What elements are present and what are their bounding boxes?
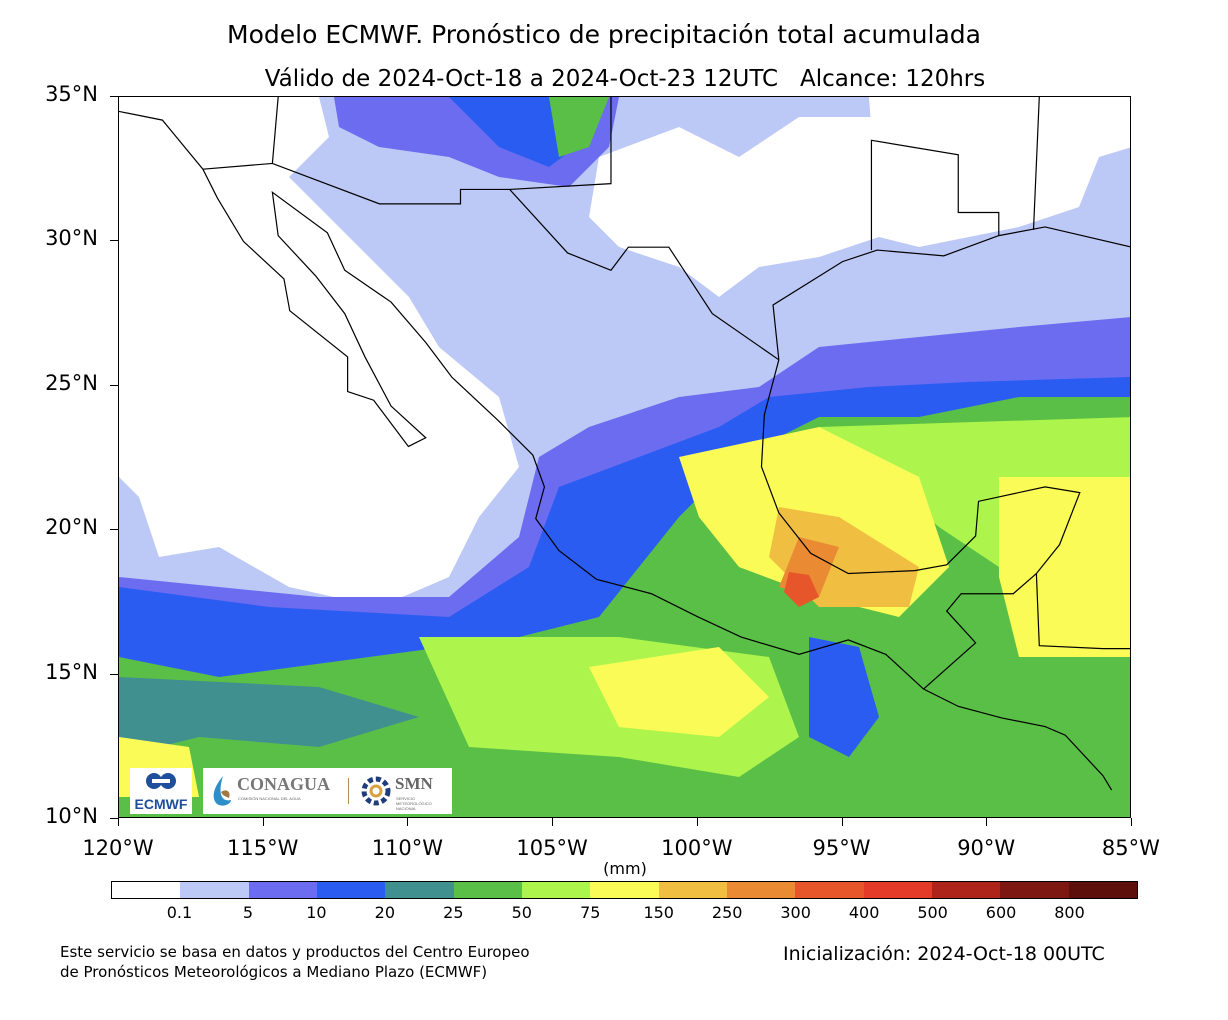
conagua-drop-icon [213,776,231,806]
colorbar-swatch [316,882,386,898]
colorbar-unit: (mm) [603,859,647,878]
colorbar-swatch [453,882,522,898]
lon-label: 120°W [82,836,154,860]
logos: ECMWF CONAGUA COMISIÓN NACIONAL DEL AGUA… [130,768,452,814]
gulf-coastline [760,359,1130,650]
precipitation-field [119,97,1130,817]
precip-75mm-area [589,647,769,737]
lat-label: 25°N [45,370,98,395]
lon-tick [552,818,554,826]
colorbar-swatch [385,882,454,898]
state-border [509,97,612,191]
colorbar-label: 75 [580,903,601,922]
colorbar-swatch [248,882,317,898]
map-title: Modelo ECMWF. Pronóstico de precipitació… [227,20,981,49]
lat-tick [110,673,118,675]
map-subtitle: Válido de 2024-Oct-18 a 2024-Oct-23 12UT… [264,66,986,92]
precip-75mm-area [999,477,1130,657]
no-precip-area [869,97,1130,247]
us-gulf-coastline [772,226,1130,360]
lon-label: 95°W [812,836,871,860]
lon-tick [1130,818,1132,826]
lat-label: 30°N [45,226,98,251]
lon-tick [262,818,264,826]
colorbar-swatch [1068,882,1137,898]
colorbar-swatch [658,882,727,898]
conagua-subtext: COMISIÓN NACIONAL DEL AGUA [238,796,301,801]
smn-logo-icon [361,776,391,806]
lat-label: 15°N [45,659,98,684]
lon-label: 115°W [227,836,299,860]
no-precip-area [589,117,879,297]
lon-label: 105°W [516,836,588,860]
ecmwf-logo: ECMWF [130,768,192,814]
colorbar-label: 5 [242,903,254,922]
pacific-coastline [119,110,1113,791]
colorbar-label: 250 [711,903,743,922]
colorbar-swatch [931,882,1001,898]
colorbar-label: 500 [917,903,948,922]
precip-25mm-area [549,97,609,157]
conagua-smn-logo: CONAGUA COMISIÓN NACIONAL DEL AGUA SMN S… [203,768,452,814]
colorbar-label: 10 [306,903,327,922]
lon-label: 110°W [371,836,444,860]
precip-10mm-area [809,637,879,757]
state-border [271,97,279,164]
colorbar-label: 400 [848,903,880,922]
us-mexico-border [202,162,780,361]
colorbar-swatch [863,882,932,898]
colorbar [111,881,1138,899]
colorbar-swatch [795,882,864,898]
colorbar-label: 50 [511,903,532,922]
credit-text: Este servicio se basa en datos y product… [60,942,530,982]
lon-label: 90°W [957,836,1016,860]
lon-tick [407,818,409,826]
colorbar-swatch [726,882,796,898]
initialization-time: Inicialización: 2024-Oct-18 00UTC [783,943,1105,965]
lon-tick [118,818,119,826]
lon-tick [986,818,988,826]
lat-tick [110,96,118,97]
colorbar-label: 300 [780,903,811,922]
lat-label: 20°N [45,515,98,540]
lat-tick [110,384,118,386]
lat-tick [110,529,118,531]
state-border [1032,97,1040,230]
precipitation-map [118,96,1131,818]
lat-label: 10°N [45,804,98,828]
lon-label: 100°W [661,836,733,860]
lat-tick [110,818,118,819]
colorbar-swatch [180,882,249,898]
colorbar-swatch [1000,882,1069,898]
conagua-text: CONAGUA [237,774,330,794]
lon-tick [841,818,843,826]
lon-label: 85°W [1101,836,1160,860]
ecmwf-logo-icon [146,773,176,789]
credit-line-2: de Pronósticos Meteorológicos a Mediano … [60,963,488,981]
colorbar-label: 600 [985,903,1017,922]
guatemala-border [923,573,1037,690]
credit-line-1: Este servicio se basa en datos y product… [60,943,530,961]
lon-tick [696,818,698,826]
lat-label: 35°N [45,82,98,106]
smn-subtext: SERVICIO METEOROLÓGICO NACIONAL [396,796,432,811]
colorbar-label: 20 [374,903,396,922]
smn-text: SMN [395,774,433,793]
colorbar-label: 800 [1054,903,1085,922]
colorbar-label: 25 [443,903,464,922]
lat-tick [110,240,118,242]
colorbar-swatch [521,882,591,898]
colorbar-swatch [112,882,181,898]
precip-20mm-area [119,677,419,757]
colorbar-label: 150 [643,903,674,922]
state-border [870,139,1000,251]
logo-divider [348,778,349,804]
colorbar-label: 0.1 [166,903,193,922]
ecmwf-logo-text: ECMWF [134,796,188,812]
precip-300mm-area [784,572,819,607]
colorbar-swatch [590,882,659,898]
no-precip-area [119,97,519,607]
